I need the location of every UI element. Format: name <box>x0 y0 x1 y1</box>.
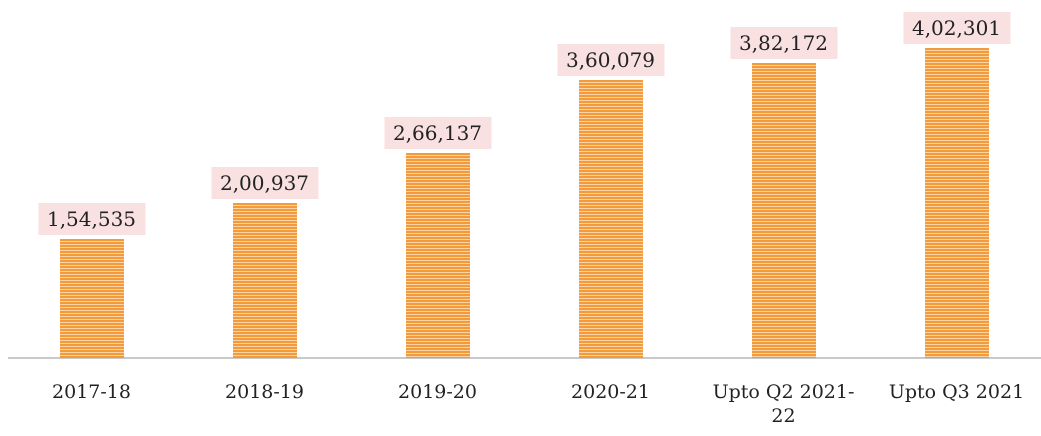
x-tick-label: Upto Q2 2021-22 <box>712 381 855 427</box>
x-axis-line <box>8 357 1041 359</box>
x-tick-label: 2017-18 <box>52 381 131 403</box>
data-label: 3,60,079 <box>556 44 665 77</box>
data-label: 1,54,535 <box>37 202 146 235</box>
x-tick-label: Upto Q3 2021 <box>888 381 1025 403</box>
data-label: 2,66,137 <box>383 116 492 149</box>
data-label: 4,02,301 <box>902 11 1011 44</box>
x-tick-label: 2019-20 <box>398 381 477 403</box>
bar <box>405 152 470 358</box>
bar <box>924 47 989 358</box>
bar <box>751 63 816 358</box>
bar <box>59 238 124 358</box>
bar <box>232 203 297 358</box>
bar <box>578 80 643 358</box>
x-tick-label: 2018-19 <box>225 381 304 403</box>
x-tick-label: 2020-21 <box>571 381 650 403</box>
data-label: 3,82,172 <box>729 27 838 60</box>
data-label: 2,00,937 <box>210 167 319 200</box>
